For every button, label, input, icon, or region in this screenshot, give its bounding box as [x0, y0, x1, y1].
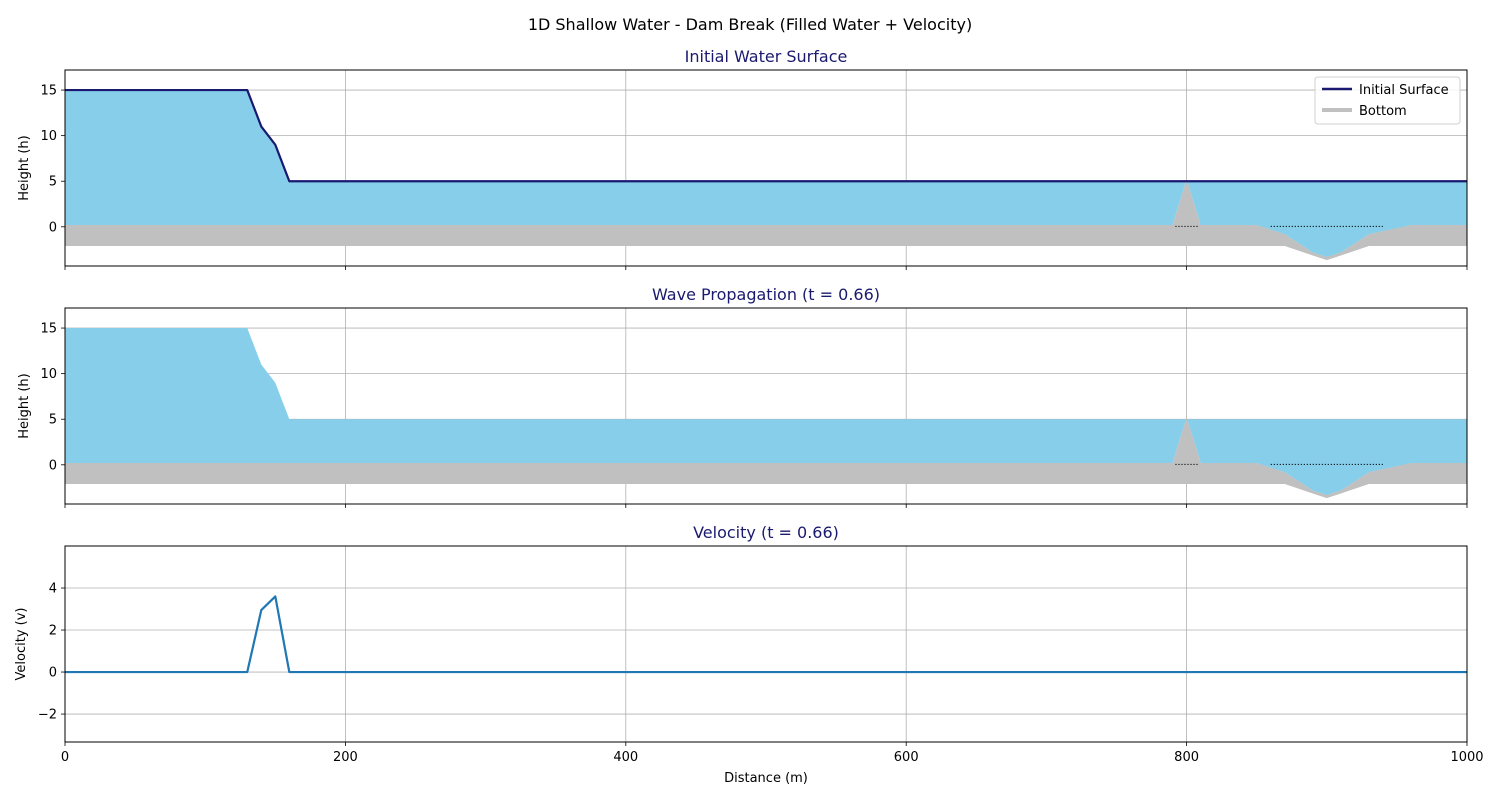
axes-frame	[61, 307, 1468, 508]
legend: Initial Surface Bottom	[1314, 76, 1461, 125]
bottom-terrain	[65, 417, 1467, 499]
panel-wave-propagation: Wave Propagation (t = 0.66) 15 10 5 0 Heigh…	[17, 285, 1468, 508]
legend-label-bottom: Bottom	[1359, 104, 1407, 119]
velocity-line	[65, 595, 1467, 674]
plot-area	[65, 88, 1467, 261]
trough-water	[1256, 224, 1411, 257]
x-tick-label: 400	[613, 750, 638, 765]
y-axis-label: Height (h)	[17, 373, 32, 439]
x-axis-label: Distance (m)	[724, 771, 808, 786]
y-tick-labels: 15 10 5 0	[40, 322, 57, 474]
axes-border	[64, 545, 1468, 743]
y-axis-label: Height (h)	[17, 135, 32, 201]
y-tick-label: 15	[40, 84, 57, 99]
panel-title: Wave Propagation (t = 0.66)	[652, 285, 880, 304]
x-tick-label: 800	[1174, 750, 1199, 765]
plot-area	[65, 328, 1467, 499]
bottom-terrain	[65, 179, 1467, 261]
y-tick-label: 10	[40, 367, 57, 382]
y-tick-label: 10	[40, 129, 57, 144]
trough-water	[1256, 462, 1411, 495]
axes-frame	[61, 545, 1468, 746]
water-fill-area	[65, 90, 1467, 257]
y-tick-label: −2	[38, 708, 57, 723]
axes-frame	[61, 69, 1468, 270]
water-fill-area	[65, 328, 1467, 495]
x-tick-label: 600	[894, 750, 919, 765]
figure-title: 1D Shallow Water - Dam Break (Filled Wat…	[528, 15, 972, 34]
initial-surface-line	[65, 88, 1467, 183]
x-tick-label: 200	[333, 750, 358, 765]
y-tick-label: 4	[49, 582, 57, 597]
panel-velocity: Velocity (t = 0.66) 4 2 0 −2 0 200 400 600 800 1…	[14, 523, 1484, 786]
y-tick-label: 15	[40, 322, 57, 337]
y-tick-label: 5	[49, 413, 57, 428]
y-tick-label: 0	[49, 458, 57, 473]
panel-title: Initial Water Surface	[685, 47, 848, 66]
legend-label-initial-surface: Initial Surface	[1359, 83, 1449, 98]
y-axis-label: Velocity (v)	[14, 608, 29, 681]
axes-border	[64, 307, 1468, 505]
y-tick-label: 5	[49, 175, 57, 190]
axes-border	[64, 69, 1468, 267]
plot-area	[65, 595, 1467, 674]
y-tick-label: 2	[49, 624, 57, 639]
y-tick-labels: 4 2 0 −2	[38, 582, 57, 723]
panel-title: Velocity (t = 0.66)	[693, 523, 839, 542]
y-tick-label: 0	[49, 220, 57, 235]
x-tick-label: 1000	[1450, 750, 1483, 765]
x-tick-label: 0	[61, 750, 69, 765]
y-tick-label: 0	[49, 666, 57, 681]
grid-lines	[64, 546, 1468, 742]
x-tick-labels: 0 200 400 600 800 1000	[61, 750, 1484, 765]
y-tick-labels: 15 10 5 0	[40, 84, 57, 236]
